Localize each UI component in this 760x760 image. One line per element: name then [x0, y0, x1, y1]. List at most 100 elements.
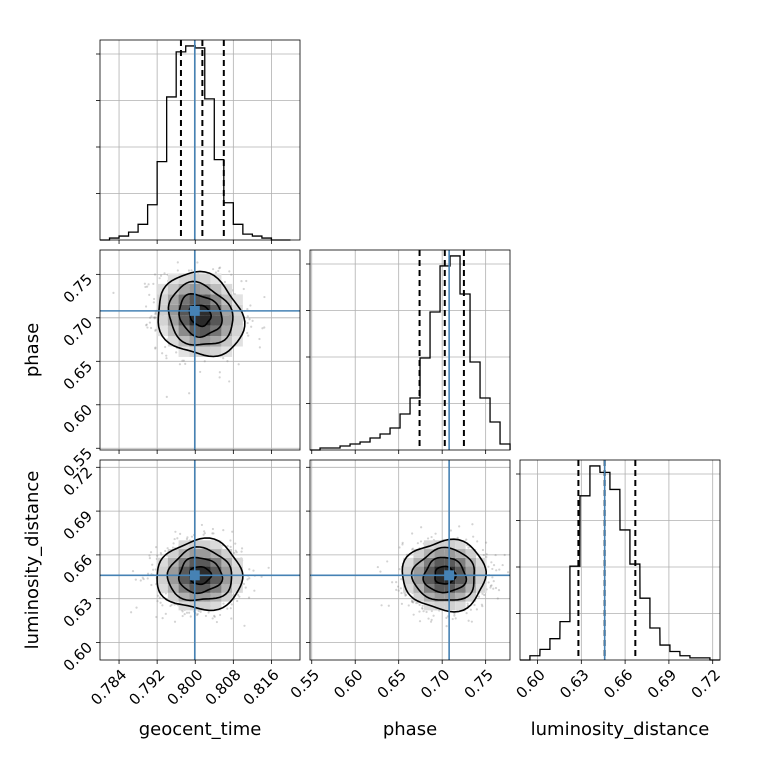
histogram-panel-phase [306, 249, 511, 454]
sample-point [410, 600, 414, 603]
sample-point [152, 297, 156, 301]
sample-point [230, 617, 233, 620]
density-cell [210, 584, 222, 593]
density-cell [200, 549, 211, 558]
sample-point [156, 554, 159, 557]
x-axis-label-phase: phase [383, 719, 437, 740]
density-panel-geocent_time-luminosity_distance [96, 459, 301, 664]
density-cell [455, 584, 466, 593]
sample-point [411, 600, 414, 604]
density-cell [178, 294, 190, 305]
density-cell [465, 549, 477, 558]
density-cell [210, 575, 222, 585]
panel-frame [99, 249, 301, 451]
sample-point [176, 269, 179, 272]
x-axis-label-luminosity_distance: luminosity_distance [531, 719, 710, 740]
sample-point [398, 546, 401, 549]
sample-point [164, 345, 167, 349]
sample-point [160, 553, 163, 556]
sample-point [416, 542, 419, 545]
sample-point [483, 593, 486, 597]
sample-point [412, 613, 415, 616]
sample-point [144, 285, 147, 289]
y-axis-label-phase: phase [22, 323, 43, 377]
density-cell [221, 294, 233, 305]
density-cell [413, 575, 424, 585]
sample-point [212, 532, 215, 535]
sample-point [228, 380, 231, 383]
sample-point [218, 613, 222, 617]
sample-point [130, 611, 133, 614]
sample-point [145, 323, 148, 326]
sample-point [434, 532, 437, 535]
panel-frame [99, 39, 301, 241]
sample-point [164, 592, 167, 595]
sample-point [230, 603, 233, 606]
density-cell [200, 336, 211, 347]
density-panel-geocent_time-phase [96, 249, 301, 454]
sample-point [427, 617, 430, 620]
density-cell [200, 592, 211, 602]
density-cell [200, 273, 211, 284]
x-tick-label: 0.784 [87, 666, 130, 709]
density-cell [221, 304, 233, 316]
sample-point [465, 612, 468, 615]
sample-point [147, 283, 150, 286]
density-cell [465, 566, 477, 576]
sample-point [501, 563, 504, 567]
density-cell [157, 304, 168, 316]
sample-point [458, 525, 461, 528]
sample-point [146, 326, 149, 329]
sample-point [214, 271, 218, 274]
sample-point [179, 532, 182, 535]
density-cell [465, 557, 477, 567]
sample-point [487, 581, 490, 584]
sample-point [161, 616, 164, 620]
sample-point [418, 603, 421, 606]
sample-point [218, 376, 221, 379]
sample-point [172, 542, 175, 545]
sample-point [202, 533, 205, 536]
sample-point [386, 560, 389, 563]
sample-point [226, 544, 229, 548]
sample-point [242, 582, 246, 586]
panel-background [310, 250, 510, 450]
sample-point [404, 593, 408, 596]
density-cell [157, 325, 168, 337]
sample-point [233, 551, 236, 555]
sample-point [240, 280, 243, 283]
sample-point [154, 568, 157, 571]
sample-point [134, 578, 137, 581]
sample-point [178, 363, 182, 366]
density-cell [167, 273, 179, 284]
sample-point [491, 576, 494, 579]
sample-point [240, 547, 244, 550]
density-cell [221, 315, 233, 326]
sample-point [258, 337, 261, 341]
sample-point [415, 601, 418, 605]
sample-point [247, 596, 251, 599]
x-tick-label: 0.65 [374, 666, 410, 702]
sample-point [184, 362, 187, 365]
density-cell [210, 346, 222, 357]
density-cell [210, 304, 222, 316]
contour-line [157, 270, 246, 358]
sample-point [476, 540, 479, 543]
sample-point [261, 327, 264, 330]
density-cell [434, 601, 445, 611]
sample-point [492, 580, 495, 583]
density-cell [434, 549, 445, 558]
sample-point [418, 620, 422, 623]
sample-point [213, 615, 216, 618]
sample-point [226, 360, 229, 363]
sample-point [148, 554, 151, 557]
sample-point [242, 287, 245, 291]
sample-point [467, 619, 470, 622]
sample-point [158, 596, 161, 599]
density-cell [221, 575, 233, 585]
density-cell [200, 283, 211, 295]
density-cell [476, 557, 487, 567]
density-cell [167, 584, 179, 593]
density-cell [167, 304, 179, 316]
sample-point [161, 352, 164, 355]
